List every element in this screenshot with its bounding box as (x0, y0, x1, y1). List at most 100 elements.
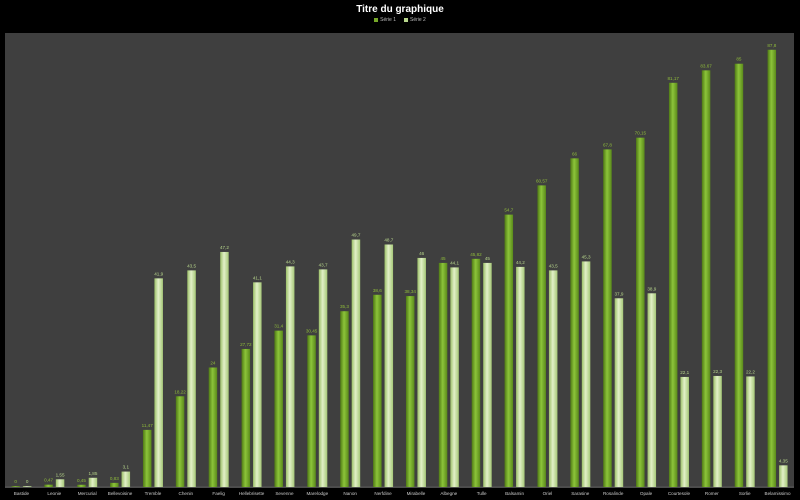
bar-series-1 (373, 294, 382, 487)
bar-series-1 (142, 429, 152, 487)
bar-series-2 (647, 293, 657, 487)
bar-series-2 (483, 262, 492, 487)
data-label-series-2: 0 (26, 479, 29, 484)
bar-series-1 (636, 137, 645, 487)
bar-series-1 (241, 348, 251, 487)
data-label-series-1: 83,67 (700, 63, 712, 68)
bar-series-2 (22, 486, 32, 487)
bar-series-1 (274, 330, 283, 487)
data-label-series-1: 66 (572, 151, 578, 156)
data-label-series-2: 37,9 (614, 291, 623, 296)
data-label-series-1: 60,57 (536, 178, 548, 183)
bar-series-2 (318, 269, 328, 487)
data-label-series-1: 85 (736, 57, 742, 62)
data-label-series-2: 22,2 (746, 369, 755, 374)
bar-series-2 (779, 465, 788, 487)
data-label-series-2: 22,3 (713, 369, 722, 374)
data-label-series-1: 45,82 (470, 252, 482, 257)
x-tick-label: Sevenne (275, 491, 294, 496)
data-label-series-1: 38,34 (404, 289, 416, 294)
data-label-series-1: 31,4 (274, 324, 283, 329)
data-label-series-2: 4,35 (779, 458, 788, 463)
data-label-series-2: 41,9 (154, 271, 163, 276)
data-label-series-1: 0,83 (110, 476, 119, 481)
x-tick-label: Nanon (343, 491, 357, 496)
bar-series-1 (208, 367, 218, 487)
data-label-series-2: 47,2 (220, 245, 229, 250)
data-label-series-2: 43,7 (319, 262, 328, 267)
legend-item-series-1: Série 1 (374, 17, 396, 23)
bar-series-1 (44, 484, 53, 487)
x-tick-label: Mercurial (78, 491, 97, 496)
bar-series-1 (110, 482, 119, 487)
bar-series-2 (548, 270, 558, 487)
x-tick-label: Mirabelle (407, 491, 426, 496)
data-label-series-2: 38,9 (647, 286, 656, 291)
x-tick-label: Nerfdine (374, 491, 392, 496)
bar-series-2 (581, 261, 591, 487)
x-tick-label: Sarasine (571, 491, 590, 496)
bar-series-2 (417, 257, 426, 487)
bar-series-2 (746, 376, 755, 487)
x-tick-label: Chenin (179, 491, 194, 496)
data-label-series-2: 46 (419, 251, 425, 256)
bar-series-1 (175, 396, 185, 487)
bar-series-2 (220, 251, 229, 487)
data-label-series-1: 35,3 (340, 304, 349, 309)
data-label-series-2: 45,3 (582, 254, 591, 259)
bar-series-2 (384, 244, 394, 487)
x-tick-label: Leonie (47, 491, 61, 496)
x-tick-label: Opale (640, 491, 653, 496)
x-tick-label: Bastide (14, 491, 30, 496)
x-tick-label: Rosalinde (603, 491, 624, 496)
data-label-series-1: 87,8 (767, 43, 776, 48)
bar-series-1 (77, 484, 86, 487)
legend-label-series-1: Série 1 (380, 17, 396, 23)
x-tick-label: Tulle (477, 491, 487, 496)
legend-label-series-2: Série 2 (410, 17, 426, 23)
data-label-series-1: 81,17 (667, 76, 679, 81)
bar-series-2 (680, 376, 689, 487)
data-label-series-2: 44,2 (516, 260, 525, 265)
bar-series-1 (11, 486, 20, 487)
data-label-series-1: 38,6 (373, 288, 382, 293)
bar-series-2 (713, 375, 722, 487)
bar-series-1 (438, 262, 448, 487)
data-label-series-2: 49,7 (351, 233, 360, 238)
bar-series-2 (187, 270, 196, 487)
bar-series-2 (88, 477, 98, 487)
x-tick-label: Courtesole (668, 491, 691, 496)
bar-series-2 (121, 471, 131, 487)
bar-series-1 (405, 296, 415, 487)
x-tick-label: Bellevoisine (108, 491, 133, 496)
x-tick-label: Romer (705, 491, 719, 496)
plot-area (5, 33, 794, 488)
bar-series-1 (504, 214, 514, 487)
data-label-series-2: 3,1 (123, 465, 130, 470)
bar-series-2 (351, 239, 361, 487)
bar-series-1 (471, 258, 481, 487)
data-label-series-1: 11,47 (142, 423, 154, 428)
data-label-series-2: 22,1 (680, 370, 689, 375)
x-tick-label: Oriel (543, 491, 553, 496)
data-label-series-2: 45 (485, 256, 491, 261)
bar-series-2 (253, 282, 262, 487)
bar-series-2 (450, 267, 459, 487)
data-label-series-1: 24 (210, 360, 216, 365)
chart-title: Titre du graphique (356, 4, 444, 15)
x-tick-label: Tremble (145, 491, 162, 496)
legend: Série 1 Série 2 (0, 17, 800, 23)
data-label-series-1: 0,47 (44, 478, 53, 483)
x-tick-label: Faelig (212, 491, 225, 496)
x-tick-label: Balsamin (505, 491, 524, 496)
bar-series-2 (55, 479, 65, 487)
data-label-series-1: 54,7 (504, 208, 513, 213)
data-label-series-1: 0 (14, 479, 17, 484)
legend-swatch-series-1 (374, 18, 379, 22)
data-label-series-1: 0,45 (77, 478, 86, 483)
bar-series-2 (516, 266, 525, 487)
bar-series-1 (701, 70, 711, 487)
bar-series-1 (734, 63, 744, 488)
